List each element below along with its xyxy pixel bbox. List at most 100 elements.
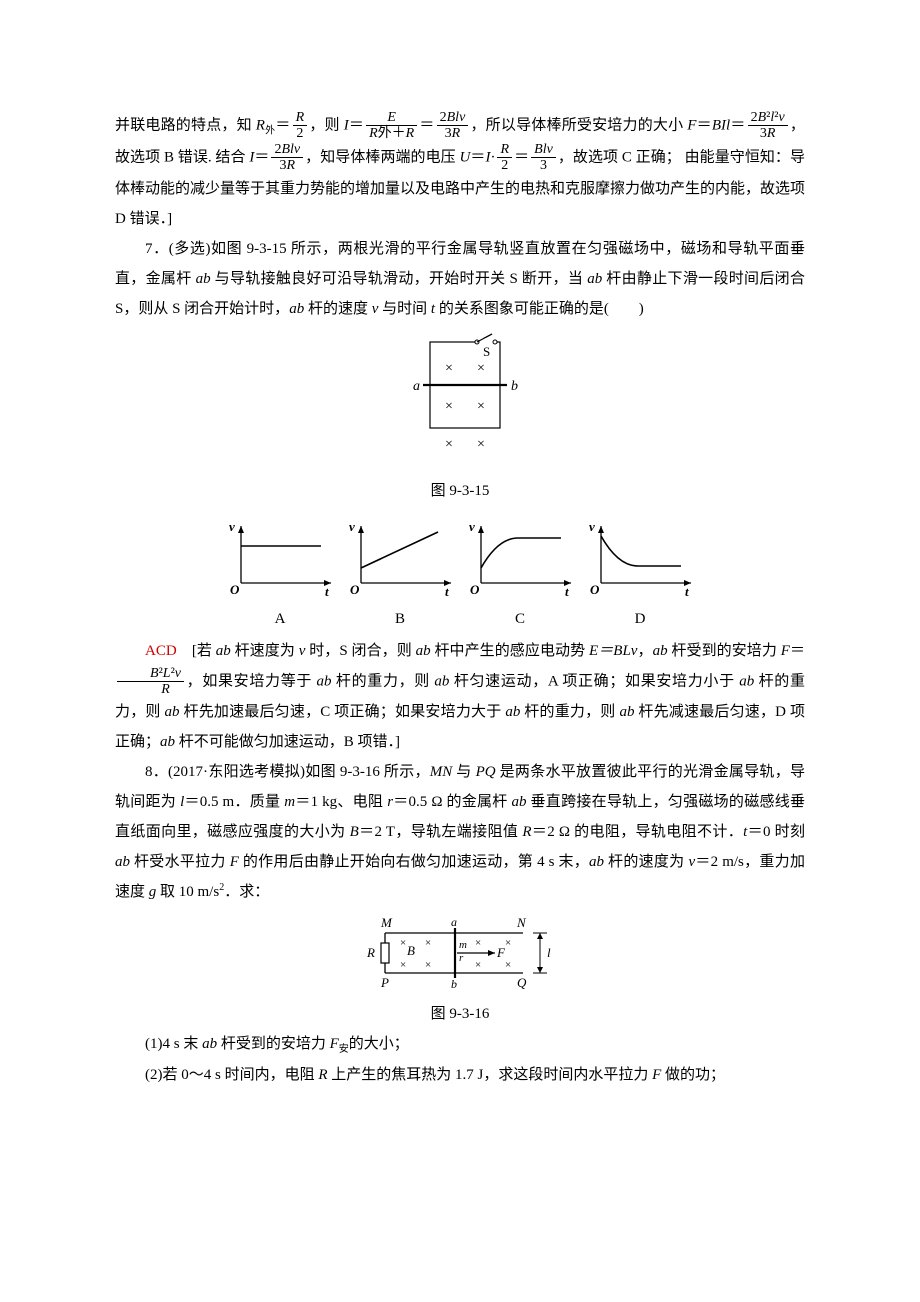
svg-text:t: t [685, 584, 689, 598]
svg-text:v: v [349, 519, 355, 534]
svg-text:O: O [590, 582, 600, 597]
svg-text:×: × [425, 959, 431, 971]
svg-text:l: l [547, 945, 551, 960]
svg-text:×: × [400, 959, 406, 971]
svg-text:B: B [407, 943, 415, 958]
t: 杆匀速运动，A 项正确；如果安培力小于 [449, 673, 739, 689]
t: ，故选项 C 正确； [558, 149, 681, 165]
PQ: PQ [476, 764, 496, 780]
ab: ab [160, 734, 175, 750]
t: [若 [177, 643, 216, 659]
svg-text:×: × [505, 959, 511, 971]
svg-text:v: v [589, 519, 595, 534]
svg-text:a: a [451, 915, 457, 929]
option-graphs: v t O A v t O B v t O [115, 512, 805, 634]
t: 杆的速度为 [604, 854, 688, 870]
ab: ab [653, 643, 668, 659]
svg-text:t: t [445, 584, 449, 598]
svg-text:×: × [445, 399, 453, 414]
den: 2 [293, 126, 308, 141]
option-A: v t O A [223, 512, 338, 634]
t: 杆的重力，则 [520, 704, 619, 720]
F: F [330, 1036, 339, 1052]
t: 杆的速度 [304, 301, 372, 317]
t: ＝0.5 m．质量 [184, 794, 284, 810]
t: (1)4 s 末 [145, 1036, 202, 1052]
t: ，知导体棒两端的电压 [305, 149, 456, 165]
t: 与 [452, 764, 475, 780]
svg-text:t: t [565, 584, 569, 598]
t: 杆中产生的感应电动势 [431, 643, 589, 659]
ab: ab [317, 673, 332, 689]
svg-text:×: × [400, 937, 406, 949]
svg-text:P: P [380, 975, 389, 990]
t: ＝2 Ω 的电阻，导轨电阻不计． [532, 824, 744, 840]
t: ， [637, 643, 652, 659]
t: 做的功； [661, 1067, 725, 1083]
an: 安 [339, 1044, 349, 1055]
t: ，如果安培力等于 [186, 673, 317, 689]
F: F [652, 1067, 661, 1083]
t: 的大小； [349, 1036, 409, 1052]
t: ＝2 T，导轨左端接阻值 [359, 824, 523, 840]
R: R [318, 1067, 327, 1083]
ab: ab [115, 854, 130, 870]
t: (2)若 0～4 s 时间内，电阻 [145, 1067, 318, 1083]
svg-text:v: v [229, 519, 235, 534]
t: 杆速度为 [231, 643, 299, 659]
E: E [387, 110, 396, 125]
t: 杆受水平拉力 [130, 854, 230, 870]
ab: ab [165, 704, 180, 720]
svg-text:O: O [470, 582, 480, 597]
svg-text:R: R [366, 945, 375, 960]
sub2: (2)若 0～4 s 时间内，电阻 R 上产生的焦耳热为 1.7 J，求这段时间… [115, 1060, 805, 1090]
ab: ab [416, 643, 431, 659]
ans-tag: ACD [145, 643, 177, 659]
svg-text:Q: Q [517, 975, 527, 990]
label-A: A [223, 604, 338, 634]
svg-text:r: r [459, 952, 464, 964]
t: 杆不可能做匀加速运动，B 项错．] [175, 734, 400, 750]
fig-9-3-15: S a b × × × × × × 图 9-3-15 [115, 330, 805, 506]
fig-9-3-16: R a b M N P Q B m r F × × × × × × × × l … [115, 913, 805, 1029]
rail-diagram: R a b M N P Q B m r F × × × × × × × × l [345, 913, 575, 993]
ab: ab [505, 704, 520, 720]
t: 杆受到的安培力 [668, 643, 781, 659]
svg-text:t: t [325, 584, 329, 598]
svg-text:b: b [511, 379, 518, 394]
fig16-caption: 图 9-3-16 [115, 999, 805, 1029]
svg-text:×: × [445, 437, 453, 452]
svg-text:N: N [516, 915, 527, 930]
t: ．求： [224, 884, 269, 900]
svg-text:a: a [413, 379, 420, 394]
t: ，则 [309, 117, 340, 133]
svg-text:×: × [425, 937, 431, 949]
ab: ab [739, 673, 754, 689]
svg-text:×: × [477, 437, 485, 452]
t: 与导轨接触良好可沿导轨滑动，开始时开关 S 断开，当 [211, 271, 588, 287]
option-B: v t O B [343, 512, 458, 634]
ab: ab [512, 794, 527, 810]
t: ，所以导体棒所受安培力的大小 [470, 117, 683, 133]
svg-text:v: v [469, 519, 475, 534]
t: ＝0.5 Ω 的金属杆 [393, 794, 512, 810]
ab: ab [289, 301, 304, 317]
num: R [296, 110, 305, 125]
t: ＝1 kg、电阻 [295, 794, 387, 810]
t: 取 10 m/s [156, 884, 219, 900]
t: 上产生的焦耳热为 1.7 J，求这段时间内水平拉力 [328, 1067, 653, 1083]
label-B: B [343, 604, 458, 634]
ab: ab [589, 854, 604, 870]
t: 8．(2017·东阳选考模拟)如图 9-3-16 所示， [145, 764, 430, 780]
svg-text:×: × [505, 937, 511, 949]
svg-text:×: × [475, 959, 481, 971]
ab: ab [587, 271, 602, 287]
t: 的关系图象可能正确的是( ) [435, 301, 644, 317]
ab: ab [216, 643, 231, 659]
svg-text:M: M [380, 915, 393, 930]
B: B [350, 824, 359, 840]
t: 时，S 闭合，则 [305, 643, 415, 659]
t: 并联电路的特点，知 [115, 117, 252, 133]
answer7: ACD [若 ab 杆速度为 v 时，S 闭合，则 ab 杆中产生的感应电动势 … [115, 636, 805, 758]
svg-text:×: × [475, 937, 481, 949]
